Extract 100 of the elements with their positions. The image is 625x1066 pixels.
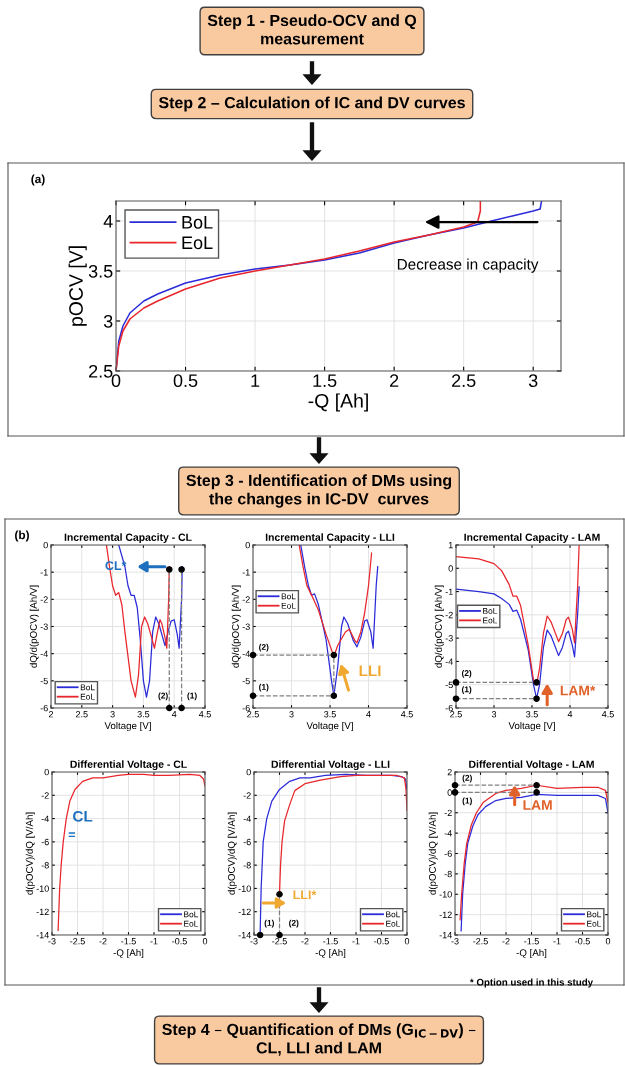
legend-label: BoL [386,911,401,918]
x-tick-label: -2.5 [70,938,85,945]
y-tick-label: -4 [40,650,48,657]
x-tick-label: 0 [605,938,611,945]
x-tick-label: 2.5 [75,711,88,718]
annotation: LAM* [560,685,596,696]
x-axis-title: Voltage [V] [104,721,151,732]
y-tick-label: 0 [44,768,49,776]
y-tick-label: 2 [447,768,452,776]
y-tick-label: 0 [448,565,453,572]
y-tick-label: 3.5 [88,264,113,278]
x-axis-title: -Q [Ah] [308,393,368,412]
y-tick-label: -5 [40,677,48,685]
y-tick-label: -14 [36,932,49,939]
chart-title: Incremental Capacity - LLI [265,533,395,543]
legend-label: BoL [281,593,296,600]
y-tick-label: -4 [242,650,250,657]
text: (a) [31,174,45,186]
legend-label: EoL [184,920,199,927]
y-tick-label: -8 [243,862,251,869]
y-tick-label: 2.5 [89,364,113,378]
y-axis-title: d(pOCV)/dQ [V/Ah] [428,812,438,895]
y-tick-label: -1 [445,588,453,595]
annotation: (2) [461,669,472,678]
x-axis-title: Voltage [V] [306,721,353,732]
x-tick-label: 4 [567,711,573,718]
x-tick-label: -1.5 [524,938,539,945]
legend-label: EoL [587,920,602,927]
legend-label: BoL [184,911,199,918]
y-tick-label: -8 [444,870,452,878]
x-tick-label: -2.5 [473,938,488,945]
y-tick-label: -6 [41,838,49,846]
x-tick-label: -0.5 [575,938,590,945]
x-tick-label: 0 [404,938,410,945]
annotation: (2) [289,919,299,928]
y-tick-label: -3 [445,635,453,642]
x-tick-label: -2.5 [272,938,287,945]
x-tick-label: 4.5 [400,711,413,718]
x-tick-label: -2 [502,938,510,945]
chart-title: Differential Voltage - LLI [271,760,390,771]
y-tick-label: -3 [40,623,48,630]
legend-label: BoL [483,608,498,614]
x-tick-label: 3.5 [137,711,150,718]
annotation: (1) [264,919,274,928]
y-tick-label: -2 [444,809,452,817]
y-tick-label: -4 [444,830,452,837]
y-tick-label: -10 [238,885,251,892]
annotation: Decrease in capacity [397,258,539,273]
annotation: LLI* [293,890,317,900]
annotation: LAM [523,800,552,810]
chart-title: Incremental Capacity - CL [64,533,192,543]
text: Step 3 - Identification of DMs using the changes in IC-DV curves [186,474,452,508]
x-axis-title: -Q [Ah] [315,948,346,959]
x-axis-title: Voltage [V] [508,721,555,732]
y-tick-label: 0 [245,541,250,549]
x-tick-label: -2 [301,938,309,945]
y-axis-title: dQ/d(pOCV) [Ah/V] [434,585,444,668]
y-tick-label: -2 [242,596,250,603]
x-tick-label: -1.5 [323,938,338,945]
legend-label: BoL [80,684,95,691]
annotation: = [68,832,76,838]
legend-label: BoL [182,216,213,229]
y-tick-label: -2 [41,792,49,799]
x-tick-label: -1 [150,938,158,945]
y-tick-label: 0 [447,789,452,796]
text: Step 1 - Pseudo-OCV and Q measurement [207,14,417,45]
y-tick-label: -6 [445,704,453,712]
annotation: LLI [359,665,381,677]
x-tick-label: 0.5 [173,374,198,388]
y-axis-title: dQ/d(pOCV) [Ah/V] [29,585,39,668]
x-tick-label: 3 [528,374,538,388]
y-tick-label: -14 [439,932,452,939]
y-tick-label: -6 [243,838,251,846]
legend-label: EoL [386,920,401,927]
y-tick-label: -2 [40,596,48,603]
text: (b) [15,530,29,542]
x-tick-label: 3 [289,711,294,718]
y-tick-label: 3 [103,314,113,328]
x-tick-label: -3 [250,938,258,945]
x-tick-label: 2 [48,711,54,718]
x-tick-label: 4.5 [198,711,211,718]
x-tick-label: 2 [390,374,399,387]
chart-title: Incremental Capacity - LAM [464,533,600,543]
annotation: (2) [259,643,269,652]
x-axis-title: -Q [Ah] [516,948,547,959]
y-tick-label: -2 [243,792,251,799]
y-tick-label: -12 [36,908,49,915]
y-axis-title: dQ/d(pOCV) [Ah/V] [231,585,241,668]
y-tick-label: -8 [41,862,49,869]
annotation: CL [73,810,93,822]
x-tick-label: 1.5 [313,374,337,388]
x-tick-label: -0.5 [374,938,389,945]
y-tick-label: -10 [439,891,452,898]
y-tick-label: -4 [243,815,251,822]
chart-title: Differential Voltage - LAM [469,760,594,771]
text: * Option used in this study [469,978,594,988]
annotation: (1) [187,692,197,701]
annotation: (1) [461,686,472,694]
text: Step 4 – Quantification of DMs (G$_{IC−DV}$) – CL, LLI and LAM [162,1023,476,1056]
y-tick-label: -4 [41,815,49,822]
